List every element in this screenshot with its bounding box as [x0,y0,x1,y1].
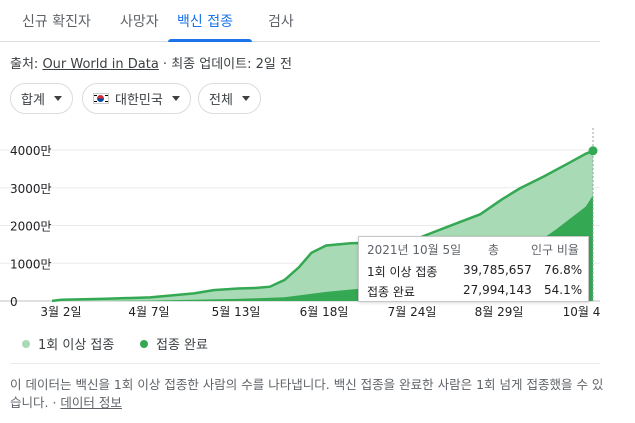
x-tick-label: 5월 13일 [212,305,261,319]
active-tab-indicator [168,39,252,42]
x-tick-label: 8월 29일 [475,305,524,319]
tooltip-row-label: 1회 이상 접종 [367,265,438,279]
country-dropdown[interactable]: 대한민국 [82,83,191,114]
divider [10,363,600,364]
tooltip-row-total: 39,785,657 [463,263,532,277]
range-dropdown-label: 전체 [209,93,233,108]
y-tick-label: 0 [10,295,18,309]
tooltip-row-label: 접종 완료 [367,285,415,299]
y-tick-label: 2000만 [10,220,52,234]
legend-dot-first-dose [22,339,30,348]
legend-label: 접종 완료 [156,338,208,353]
y-tick-label: 1000만 [10,257,52,271]
source-link[interactable]: Our World in Data [42,57,159,72]
tooltip-row-ratio: 54.1% [544,283,583,297]
tab-vaccinations[interactable]: 백신 접종 [177,14,233,30]
y-tick-label: 4000만 [10,144,52,158]
x-tick-label: 3월 2일 [40,305,81,319]
data-info-link[interactable]: 데이터 정보 [60,395,122,410]
tooltip-row-ratio: 76.8% [544,263,583,277]
total-dropdown-label: 합계 [21,93,45,108]
source-updated: · 최종 업데이트: 2일 전 [158,57,292,72]
tab-bar: 신규 확진자 사망자 백신 접종 검사 [0,0,600,42]
tooltip-header-total: 총 [488,243,500,257]
tooltip-row-total: 27,994,143 [463,283,532,297]
hover-point [588,146,598,156]
chevron-down-icon [241,96,250,101]
data-note: 이 데이터는 백신을 1회 이상 접종한 사람의 수를 나타냅니다. 백신 접종… [10,376,610,412]
tab-tests[interactable]: 검사 [268,14,294,30]
x-tick-label: 10월 4일 [563,305,600,319]
total-dropdown[interactable]: 합계 [10,83,73,114]
data-note-text: 이 데이터는 백신을 1회 이상 접종한 사람의 수를 나타냅니다. 백신 접종… [10,377,604,410]
source-prefix: 출처: [10,57,43,72]
tooltip-header-ratio: 인구 비율 [531,243,579,257]
chart-tooltip: 2021년 10월 5일 총 인구 비율 1회 이상 접종 39,785,657… [358,236,589,302]
y-tick-label: 3000만 [10,182,52,196]
chevron-down-icon [53,96,62,101]
country-dropdown-label: 대한민국 [115,93,163,108]
legend-label: 1회 이상 접종 [38,338,115,353]
x-tick-label: 4월 7일 [128,305,169,319]
line-first-dose [51,149,594,303]
x-tick-label: 7월 24일 [388,305,437,319]
legend-dot-fully-vaccinated [140,339,148,348]
tab-new-cases[interactable]: 신규 확진자 [22,14,91,30]
korea-flag-icon [93,93,109,104]
source-line: 출처: Our World in Data · 최종 업데이트: 2일 전 [10,53,292,72]
chevron-down-icon [171,96,180,101]
tooltip-date: 2021년 10월 5일 [367,243,462,257]
range-dropdown[interactable]: 전체 [198,83,261,114]
x-tick-label: 6월 18일 [300,305,349,319]
legend-item-fully-vaccinated[interactable]: 접종 완료 [140,334,208,353]
tab-deaths[interactable]: 사망자 [120,14,159,30]
legend-item-first-dose[interactable]: 1회 이상 접종 [22,334,114,353]
